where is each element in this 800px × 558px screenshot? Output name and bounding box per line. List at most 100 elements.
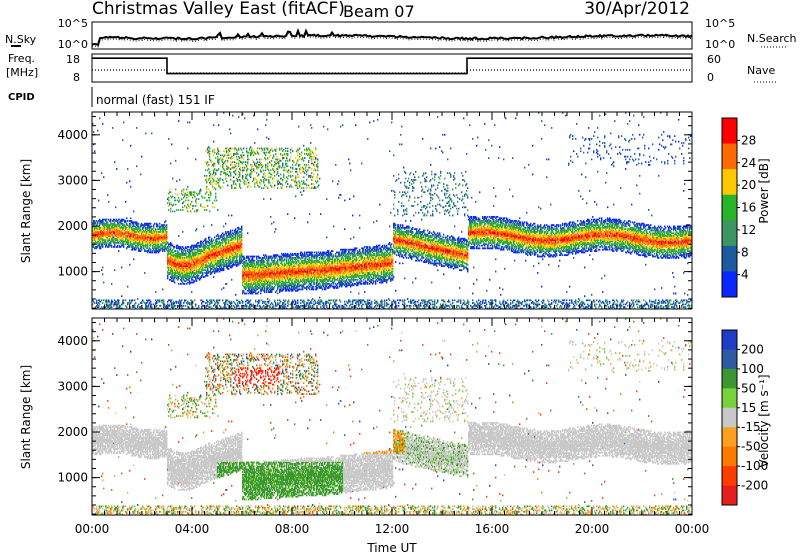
power-cell	[114, 161, 115, 163]
power-cell	[268, 169, 269, 171]
power-cell	[247, 179, 248, 181]
power-cell	[239, 157, 240, 159]
power-cell	[208, 189, 209, 191]
power-cell	[280, 160, 281, 162]
power-cell	[204, 175, 205, 177]
power-cell	[169, 304, 170, 306]
power-cell	[129, 180, 130, 182]
power-cell	[226, 180, 227, 182]
power-cell	[175, 204, 176, 206]
power-cell	[287, 148, 288, 150]
power-cell	[126, 217, 127, 219]
power-cell	[151, 304, 152, 306]
power-cell	[259, 186, 260, 188]
power-cell	[130, 217, 131, 219]
freq-tick-top: 18	[66, 53, 80, 66]
power-cell	[265, 164, 266, 166]
power-cell	[220, 178, 221, 180]
power-cell	[172, 178, 173, 180]
power-cell	[184, 205, 185, 207]
power-cell	[243, 161, 244, 163]
power-cell	[225, 154, 226, 156]
power-cell	[235, 294, 236, 296]
power-cell	[215, 189, 216, 191]
power-cell	[234, 306, 235, 308]
power-cell	[237, 256, 238, 258]
power-cell	[284, 169, 285, 171]
power-cell	[140, 174, 141, 176]
power-cell	[252, 165, 253, 167]
power-cell	[220, 154, 221, 156]
power-cell	[202, 206, 203, 208]
power-cell	[175, 200, 176, 202]
power-cell	[213, 239, 214, 241]
power-cell	[224, 150, 225, 152]
power-cell	[259, 159, 260, 161]
power-cell	[285, 304, 286, 306]
power-cell	[127, 286, 128, 288]
power-cell	[209, 153, 210, 155]
power-cell	[145, 133, 146, 135]
power-cell	[118, 299, 119, 301]
power-cell	[178, 197, 179, 199]
power-cell	[211, 299, 212, 301]
power-cell	[228, 215, 229, 217]
power-cell	[187, 191, 188, 193]
power-cell	[257, 180, 258, 182]
power-cell	[239, 172, 240, 174]
power-cell	[256, 172, 257, 174]
power-cell	[175, 160, 176, 162]
power-cell	[195, 304, 196, 306]
power-cell	[287, 150, 288, 152]
power-cell	[155, 291, 156, 293]
power-cell	[258, 291, 259, 293]
power-cell	[284, 167, 285, 169]
power-cell	[234, 180, 235, 182]
power-cell	[198, 275, 199, 277]
power-cell	[107, 221, 108, 223]
power-cell	[274, 169, 275, 171]
power-cell	[184, 283, 185, 285]
power-cell	[209, 171, 210, 173]
power-cell	[94, 302, 95, 304]
power-cell	[140, 228, 141, 230]
nave-tick-bottom: 0	[707, 71, 714, 84]
power-cell	[263, 187, 264, 189]
power-cell	[277, 293, 278, 295]
power-cell	[207, 200, 208, 202]
freq-unit: [MHz]	[6, 66, 38, 79]
power-cell	[179, 200, 180, 202]
power-cell	[241, 246, 242, 248]
power-cell	[253, 168, 254, 170]
power-cell	[159, 299, 160, 301]
nsky-label: N.Sky	[5, 33, 37, 46]
power-cell	[207, 161, 208, 163]
power-cell	[209, 148, 210, 150]
power-cell	[198, 198, 199, 200]
power-cell	[259, 299, 260, 301]
power-cell	[285, 299, 286, 301]
power-cell	[130, 306, 131, 308]
power-cell	[206, 178, 207, 180]
power-cell	[254, 256, 255, 258]
power-cell	[172, 211, 173, 213]
power-cell	[235, 174, 236, 176]
power-cell	[220, 165, 221, 167]
power-cell	[263, 169, 264, 171]
power-cell	[130, 186, 131, 188]
power-cell	[130, 145, 131, 147]
power-cell	[237, 260, 238, 262]
power-cell	[125, 220, 126, 222]
power-cell	[236, 185, 237, 187]
power-cell	[168, 200, 169, 202]
power-cell	[122, 139, 123, 141]
power-cell	[229, 128, 230, 130]
power-cell	[241, 226, 242, 228]
power-cell	[287, 160, 288, 162]
power-cell	[250, 299, 251, 301]
power-cell	[194, 211, 195, 213]
power-cell	[150, 223, 151, 225]
power-cell	[243, 148, 244, 150]
power-cell	[272, 182, 273, 184]
